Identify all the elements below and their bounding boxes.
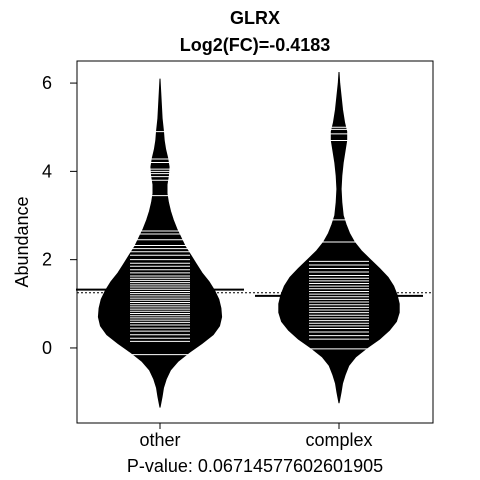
- bean-complex: [255, 71, 423, 404]
- y-axis-label: Abundance: [12, 196, 32, 287]
- x-tick-label-complex: complex: [305, 430, 372, 450]
- y-axis: 0 2 4 6: [42, 73, 77, 358]
- y-tick-label: 6: [42, 73, 52, 93]
- y-tick-label: 4: [42, 161, 52, 181]
- x-tick-label-other: other: [139, 430, 180, 450]
- plot-frame: [76, 60, 434, 424]
- bean-shape-complex: [278, 71, 400, 404]
- y-tick-label: 2: [42, 250, 52, 270]
- bean-shape-other: [97, 78, 223, 408]
- bean-other: [76, 78, 244, 408]
- p-value-label: P-value: 0.0671457760260190​5: [127, 456, 383, 476]
- beans-layer: [76, 71, 433, 408]
- chart-title: GLRX: [230, 8, 280, 28]
- chart-subtitle: Log2(FC)=-0.4183: [180, 35, 331, 55]
- x-axis: other complex: [139, 423, 373, 450]
- y-tick-label: 0: [42, 338, 52, 358]
